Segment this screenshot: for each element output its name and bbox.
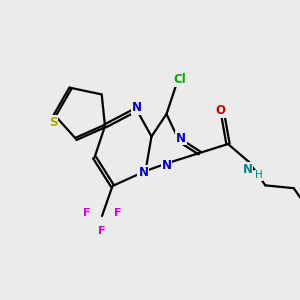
Text: H: H	[255, 170, 262, 181]
Text: O: O	[215, 104, 226, 118]
Text: F: F	[114, 208, 121, 218]
Text: S: S	[49, 116, 58, 129]
Text: N: N	[138, 166, 148, 179]
Text: N: N	[176, 131, 186, 145]
Text: N: N	[131, 101, 142, 114]
Text: F: F	[98, 226, 106, 236]
Text: F: F	[82, 208, 90, 218]
Text: N: N	[242, 163, 253, 176]
Text: Cl: Cl	[174, 73, 186, 86]
Text: N: N	[161, 159, 172, 172]
